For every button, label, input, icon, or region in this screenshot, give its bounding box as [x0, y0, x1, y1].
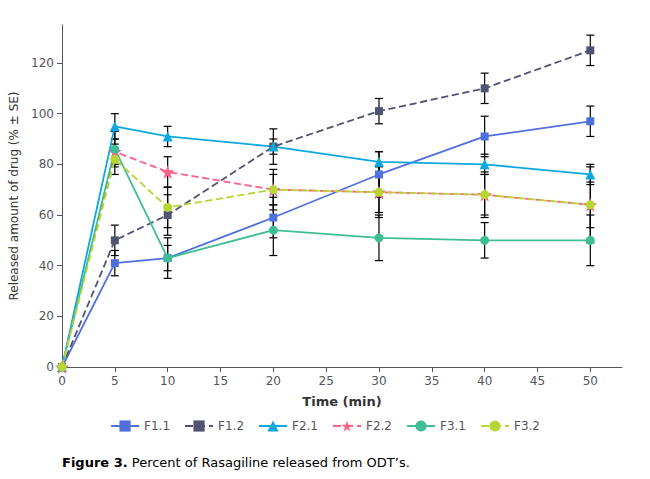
svg-text:120: 120 — [31, 56, 54, 70]
svg-text:F1.1: F1.1 — [144, 419, 170, 433]
svg-text:50: 50 — [583, 374, 598, 388]
svg-text:F3.1: F3.1 — [440, 419, 466, 433]
svg-text:F2.2: F2.2 — [366, 419, 392, 433]
svg-text:Released amount of drug (% ± S: Released amount of drug (% ± SE) — [7, 91, 21, 300]
svg-text:45: 45 — [530, 374, 545, 388]
svg-text:5: 5 — [111, 374, 119, 388]
svg-text:25: 25 — [319, 374, 334, 388]
svg-text:80: 80 — [39, 157, 54, 171]
svg-text:F2.1: F2.1 — [292, 419, 318, 433]
svg-text:10: 10 — [160, 374, 175, 388]
svg-text:Time (min): Time (min) — [302, 394, 381, 409]
svg-text:0: 0 — [46, 360, 54, 374]
svg-text:20: 20 — [39, 309, 54, 323]
svg-text:0: 0 — [58, 374, 66, 388]
svg-text:30: 30 — [371, 374, 386, 388]
svg-text:15: 15 — [213, 374, 228, 388]
svg-text:Figure 3.: Figure 3. — [62, 455, 128, 470]
svg-text:40: 40 — [39, 259, 54, 273]
svg-text:60: 60 — [39, 208, 54, 222]
svg-text:40: 40 — [477, 374, 492, 388]
svg-text:35: 35 — [424, 374, 439, 388]
svg-text:F3.2: F3.2 — [514, 419, 540, 433]
svg-text:Percent of Rasagiline released: Percent of Rasagiline released from ODT’… — [132, 455, 410, 470]
svg-text:100: 100 — [31, 107, 54, 121]
svg-text:F1.2: F1.2 — [218, 419, 244, 433]
svg-text:20: 20 — [266, 374, 281, 388]
